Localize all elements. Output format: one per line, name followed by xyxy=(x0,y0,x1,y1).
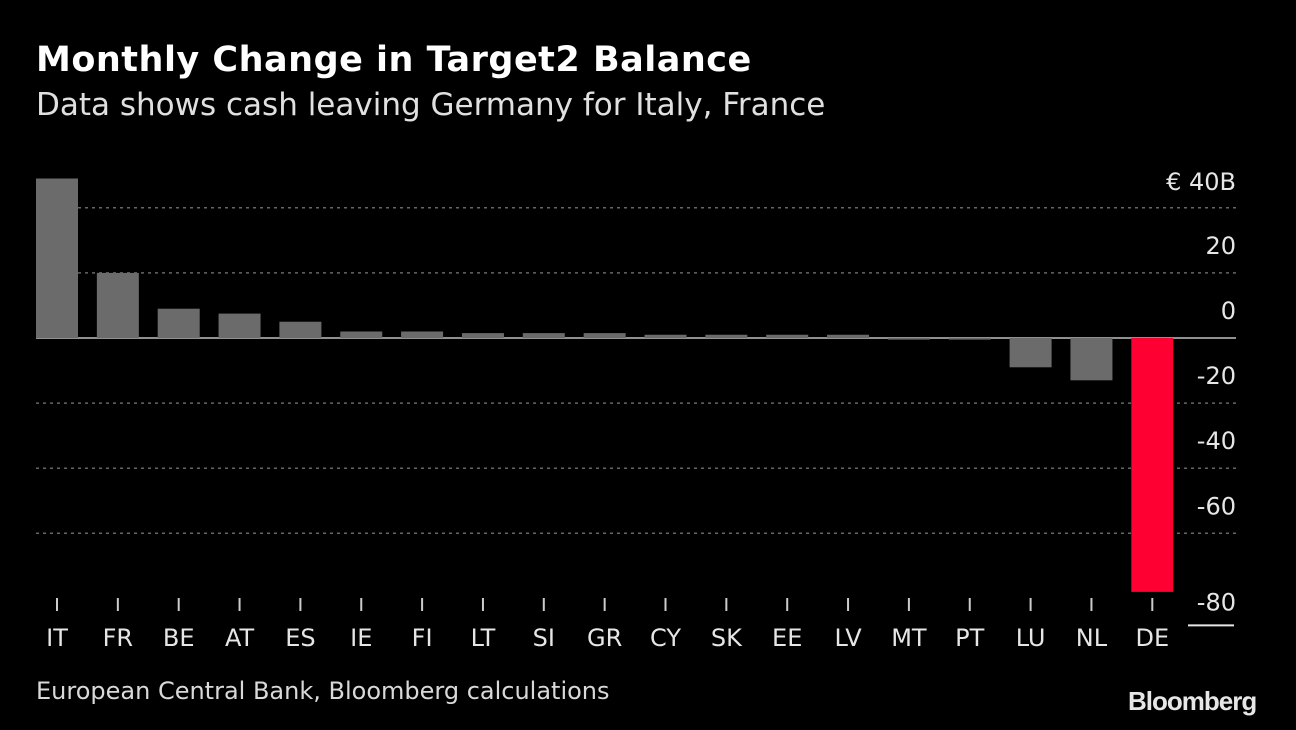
bar-it xyxy=(36,178,78,338)
bar-si xyxy=(522,333,565,338)
x-tick-label: EE xyxy=(772,624,802,652)
x-tick-label: FR xyxy=(103,624,133,652)
y-tick-label: -20 xyxy=(1197,362,1236,390)
x-tick-label: ES xyxy=(285,624,315,652)
bar-gr xyxy=(583,333,626,338)
bar-fr xyxy=(96,272,139,338)
bar-nl xyxy=(1070,338,1113,381)
y-tick-label: 20 xyxy=(1205,232,1236,260)
y-tick-label: € 40B xyxy=(1166,168,1236,196)
x-tick-label: LV xyxy=(834,624,862,652)
chart-title: Monthly Change in Target2 Balance xyxy=(36,40,752,80)
bar-de xyxy=(1131,338,1174,592)
x-tick-label: AT xyxy=(225,624,255,652)
x-tick-label: DE xyxy=(1135,624,1169,652)
bar-lt xyxy=(461,333,504,338)
bar-pt xyxy=(948,338,991,340)
x-tick-label: IE xyxy=(350,624,372,652)
bar-lv xyxy=(827,334,870,338)
x-tick-label: LT xyxy=(471,624,496,652)
x-tick-label: NL xyxy=(1076,624,1108,652)
bar-fi xyxy=(401,331,444,338)
bar-es xyxy=(279,321,322,338)
x-tick-label: SI xyxy=(533,624,555,652)
x-tick-label: BE xyxy=(163,624,195,652)
source-note: European Central Bank, Bloomberg calcula… xyxy=(36,677,610,705)
bar-lu xyxy=(1009,338,1052,368)
x-tick-label: CY xyxy=(650,624,681,652)
x-tick-label: GR xyxy=(587,624,622,652)
bar-at xyxy=(218,313,261,338)
x-tick-label: LU xyxy=(1016,624,1046,652)
chart-subtitle: Data shows cash leaving Germany for Ital… xyxy=(36,87,826,123)
x-tick-label: MT xyxy=(891,624,927,652)
bloomberg-logo: Bloomberg xyxy=(1128,686,1257,716)
y-tick-label: -80 xyxy=(1197,588,1236,616)
bar-be xyxy=(157,308,200,338)
x-tick-label: PT xyxy=(955,624,984,652)
y-tick-label: -60 xyxy=(1197,492,1236,520)
y-tick-label: -40 xyxy=(1197,427,1236,455)
bar-ee xyxy=(766,334,809,338)
bar-sk xyxy=(705,334,748,338)
x-tick-label: FI xyxy=(412,624,433,652)
y-tick-label: 0 xyxy=(1221,297,1236,325)
bar-cy xyxy=(644,334,687,338)
x-tick-label: IT xyxy=(46,624,68,652)
bar-ie xyxy=(340,331,383,338)
bar-mt xyxy=(887,338,930,340)
x-tick-label: SK xyxy=(711,624,743,652)
